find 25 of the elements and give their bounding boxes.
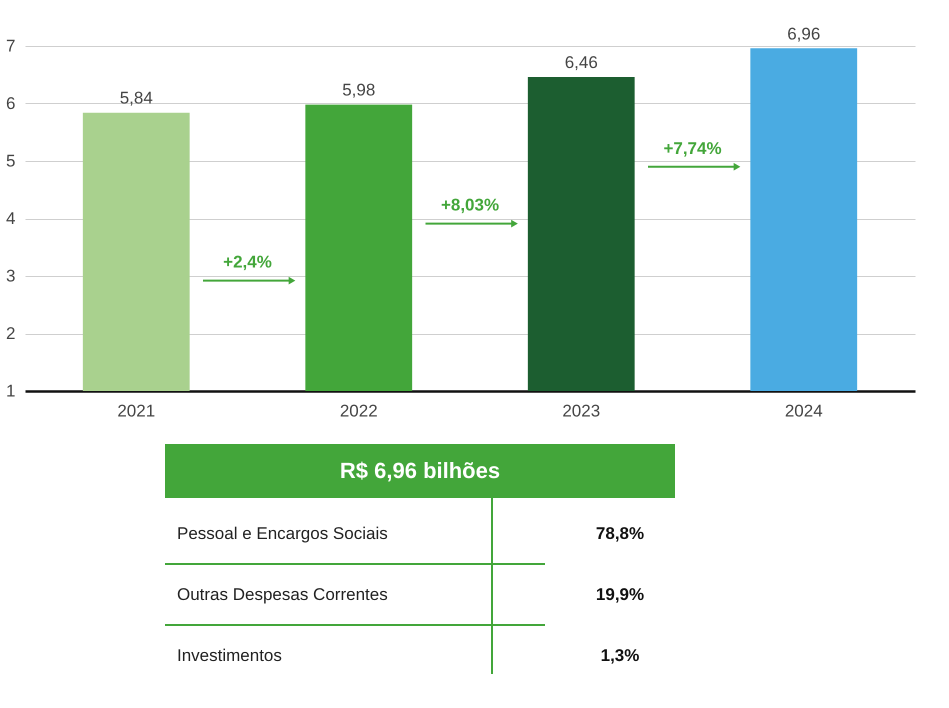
data-label: 5,98 bbox=[342, 80, 376, 100]
category-label: Pessoal e Encargos Sociais bbox=[177, 524, 388, 543]
text: R$ 6,96 bilhões bbox=[340, 458, 500, 483]
y-tick-label: 5 bbox=[6, 152, 16, 170]
annotation: +7,74% bbox=[663, 138, 722, 158]
x-tick-label: 2023 bbox=[562, 402, 600, 420]
x-tick-label: 2022 bbox=[340, 402, 378, 420]
y-tick-label: 6 bbox=[6, 94, 16, 113]
category-label: Investimentos bbox=[177, 646, 282, 665]
y-tick-label: 2 bbox=[6, 324, 16, 343]
y-tick-label: 4 bbox=[6, 209, 16, 228]
x-tick-label: 2024 bbox=[784, 402, 823, 420]
data-label: 6,96 bbox=[787, 24, 820, 44]
annotation: +8,03% bbox=[440, 196, 500, 215]
y-tick-label: 1 bbox=[6, 382, 16, 400]
annotation: +2,4% bbox=[223, 252, 272, 272]
x-tick-label: 2021 bbox=[117, 402, 156, 420]
data-label: 5,84 bbox=[120, 88, 153, 108]
data-label: 78,8% bbox=[596, 524, 644, 543]
data-label: 6,46 bbox=[564, 53, 598, 72]
y-tick-label: 3 bbox=[6, 266, 16, 286]
y-tick-label: 7 bbox=[6, 36, 16, 56]
category-label: Outras Despesas Correntes bbox=[177, 585, 388, 604]
data-label: 1,3% bbox=[600, 646, 640, 665]
data-label: 19,9% bbox=[596, 585, 644, 604]
